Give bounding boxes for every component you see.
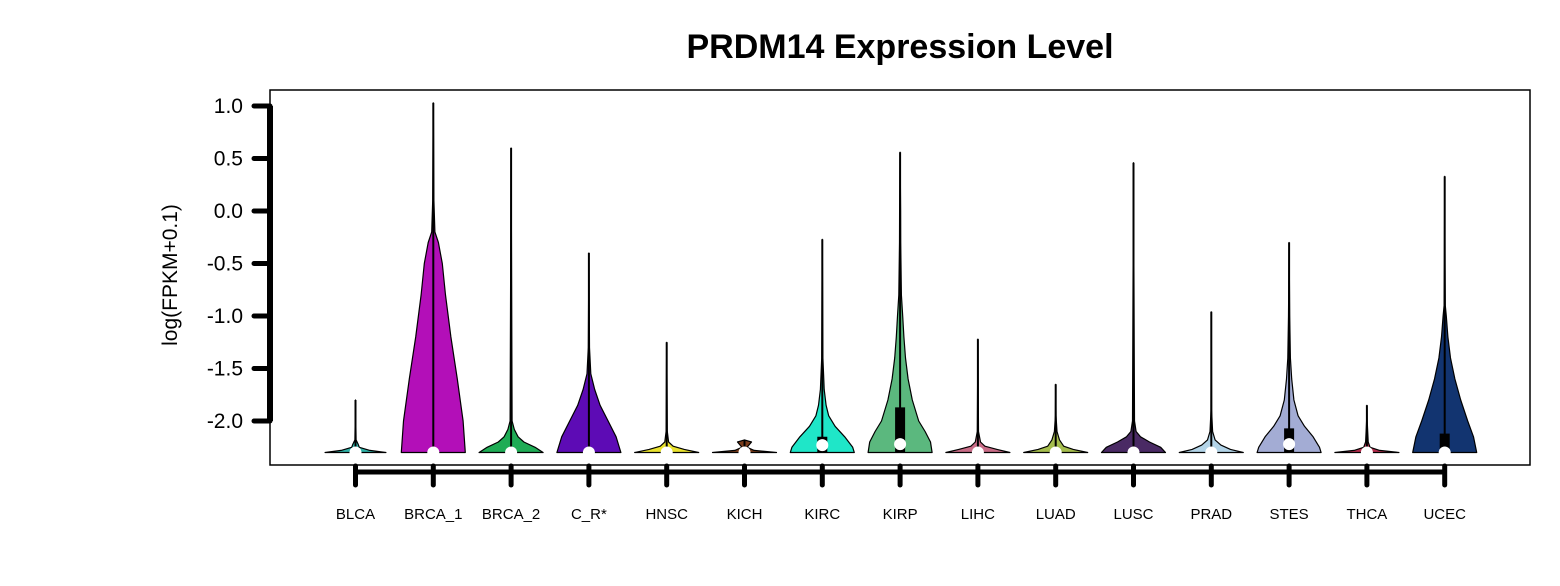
x-tick-label: STES (1270, 506, 1309, 523)
violin-blca (324, 399, 387, 459)
violin-median-dot (1360, 446, 1373, 459)
violins-layer (324, 102, 1478, 459)
x-tick-label: LUAD (1036, 506, 1076, 523)
x-tick-label: HNSC (645, 506, 688, 523)
x-axis: BLCA BRCA_1 BRCA_2 C_R* HNSC KICH KIRC KIRP LIHC… (336, 463, 1466, 523)
x-tick-label: PRAD (1190, 506, 1232, 523)
y-tick-label: -1.5 (207, 358, 243, 381)
violin-brca-2 (478, 147, 544, 459)
violin-kirp (867, 151, 933, 454)
violin-thca (1334, 404, 1400, 459)
y-tick-label: -1.0 (207, 305, 243, 328)
violin-c-r- (556, 252, 622, 459)
y-axis-label: log(FPKM+0.1) (159, 204, 182, 346)
violin-median-dot (660, 446, 673, 459)
x-tick-label: KICH (727, 506, 763, 523)
y-tick-label: -2.0 (207, 410, 243, 433)
violin-median-dot (816, 439, 829, 452)
x-tick-label: KIRC (804, 506, 840, 523)
y-tick-label: -0.5 (207, 253, 243, 276)
x-tick-label: LUSC (1113, 506, 1153, 523)
violin-hnsc (634, 341, 700, 459)
violin-median-dot (971, 446, 984, 459)
x-tick-label: KIRP (883, 506, 918, 523)
x-tick-label: BLCA (336, 506, 375, 523)
violin-stes (1256, 241, 1322, 454)
violin-median-dot (1127, 446, 1140, 459)
violin-kirc (789, 238, 855, 454)
violin-luad (1023, 383, 1089, 459)
y-tick-label: 1.0 (214, 95, 243, 118)
y-tick-label: 0.5 (214, 148, 243, 171)
violin-kich (711, 439, 778, 459)
y-tick-label: 0.0 (214, 200, 243, 223)
x-tick-label: C_R* (571, 506, 607, 523)
violin-median-dot (1438, 446, 1451, 459)
violin-median-dot (1049, 446, 1062, 459)
violin-median-dot (582, 446, 595, 459)
violin-median-dot (738, 446, 751, 459)
violin-prad (1178, 311, 1244, 459)
violin-median-dot (505, 446, 518, 459)
violin-brca-1 (400, 102, 466, 459)
x-tick-label: LIHC (961, 506, 995, 523)
violin-median-dot (1205, 446, 1218, 459)
x-tick-label: BRCA_2 (482, 506, 540, 523)
violin-lusc (1100, 162, 1167, 459)
chart-title: PRDM14 Expression Level (686, 28, 1113, 66)
violin-median-dot (349, 446, 362, 459)
violin-median-dot (894, 438, 907, 451)
violin-median-dot (427, 446, 440, 459)
violin-lihc (945, 338, 1011, 459)
violin-median-dot (1283, 438, 1296, 451)
x-tick-label: BRCA_1 (404, 506, 462, 523)
y-axis: 1.0 0.5 0.0 -0.5 -1.0 -1.5 -2.0 (207, 95, 273, 433)
violin-ucec (1412, 175, 1478, 459)
x-tick-label: UCEC (1423, 506, 1466, 523)
x-tick-label: THCA (1346, 506, 1387, 523)
